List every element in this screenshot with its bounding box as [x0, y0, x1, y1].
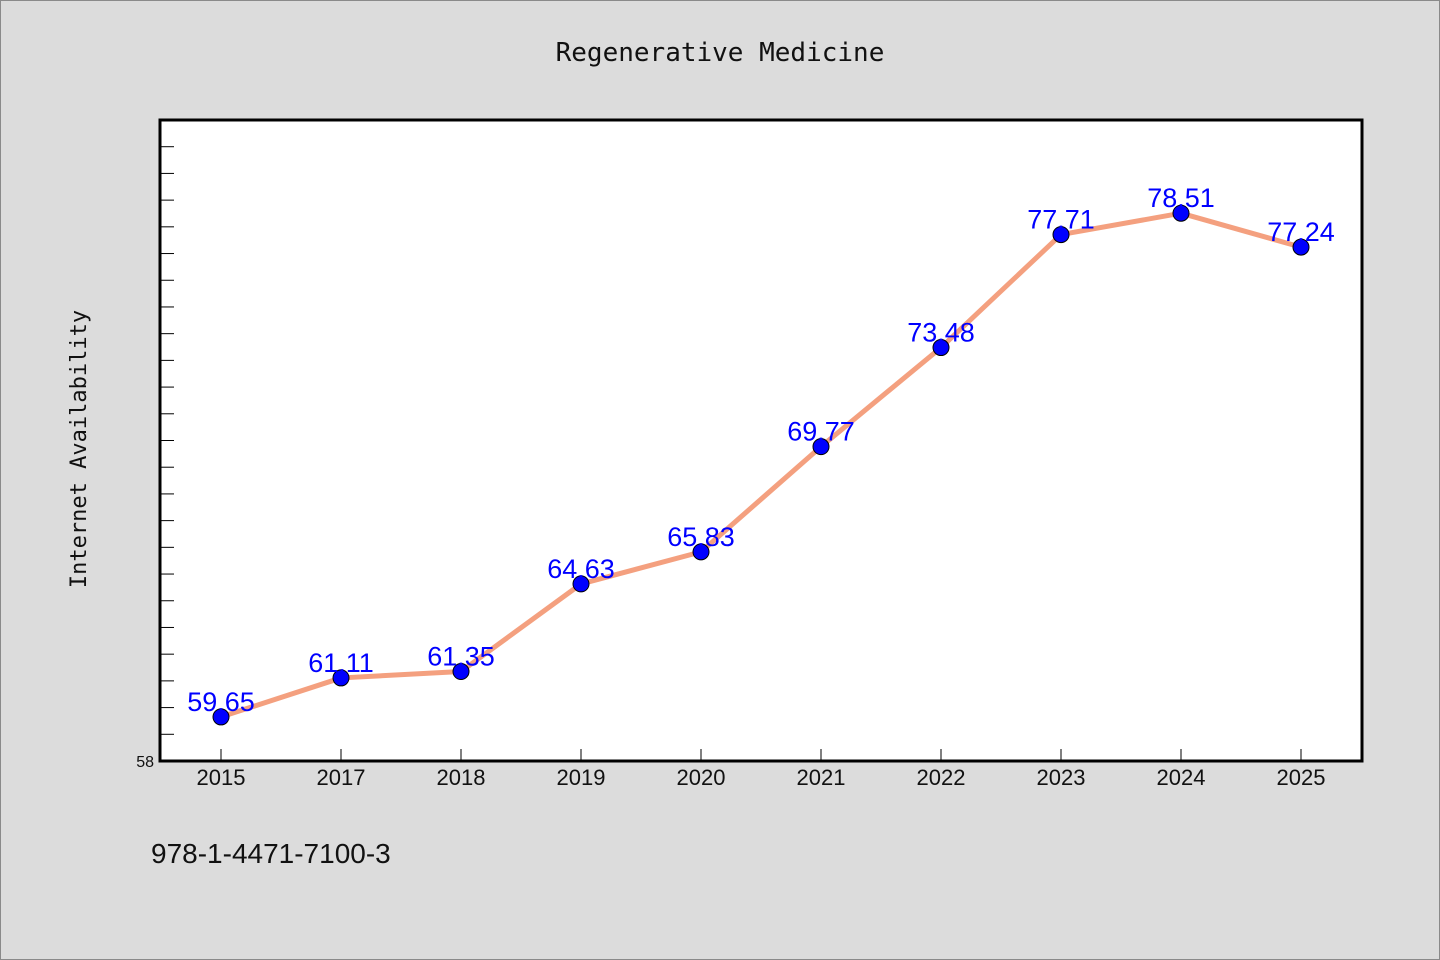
data-point — [452, 663, 470, 681]
y-axis-ticks — [160, 146, 174, 762]
x-axis-ticks: 2015 2017 2018 2019 2020 2021 2022 2023 2024 2025 — [197, 749, 1326, 790]
data-point — [932, 339, 950, 357]
data-label: 77.71 — [1027, 205, 1095, 235]
data-label: 64.63 — [547, 554, 615, 584]
x-tick-label: 2024 — [1157, 765, 1206, 790]
data-point — [572, 575, 590, 593]
isbn-footer: 978-1-4471-7100-3 — [151, 838, 391, 869]
x-tick-label: 2017 — [317, 765, 366, 790]
y-tick-label-min: 58 — [136, 754, 154, 771]
data-label: 73.48 — [907, 318, 975, 348]
data-label: 61.35 — [427, 642, 495, 672]
x-tick-label: 2025 — [1277, 765, 1326, 790]
x-tick-label: 2020 — [677, 765, 726, 790]
data-label: 77.24 — [1267, 217, 1335, 247]
data-point — [1172, 204, 1190, 222]
data-point — [212, 708, 230, 726]
data-label: 61.11 — [308, 648, 374, 678]
data-point — [812, 438, 830, 456]
plot-area — [158, 118, 1364, 763]
data-label: 78.51 — [1147, 183, 1215, 213]
data-point — [332, 669, 350, 687]
data-label: 69.77 — [787, 417, 855, 447]
series-line — [218, 210, 1304, 720]
data-point — [1052, 226, 1070, 244]
x-tick-label: 2018 — [437, 765, 486, 790]
chart-title: Regenerative Medicine — [556, 38, 885, 68]
x-tick-label: 2021 — [797, 765, 846, 790]
x-tick-label: 2015 — [197, 765, 246, 790]
y-axis-label: Internet Availability — [67, 310, 92, 588]
x-tick-label: 2022 — [917, 765, 966, 790]
data-point — [1292, 238, 1310, 256]
x-tick-label: 2023 — [1037, 765, 1086, 790]
data-label: 65.83 — [667, 522, 735, 552]
x-tick-label: 2019 — [557, 765, 606, 790]
data-point — [692, 543, 710, 561]
data-label: 59.65 — [187, 687, 255, 717]
series-layer: 59.65 61.11 61.35 64.63 65.83 69.77 73.48 77.71… — [187, 183, 1335, 726]
